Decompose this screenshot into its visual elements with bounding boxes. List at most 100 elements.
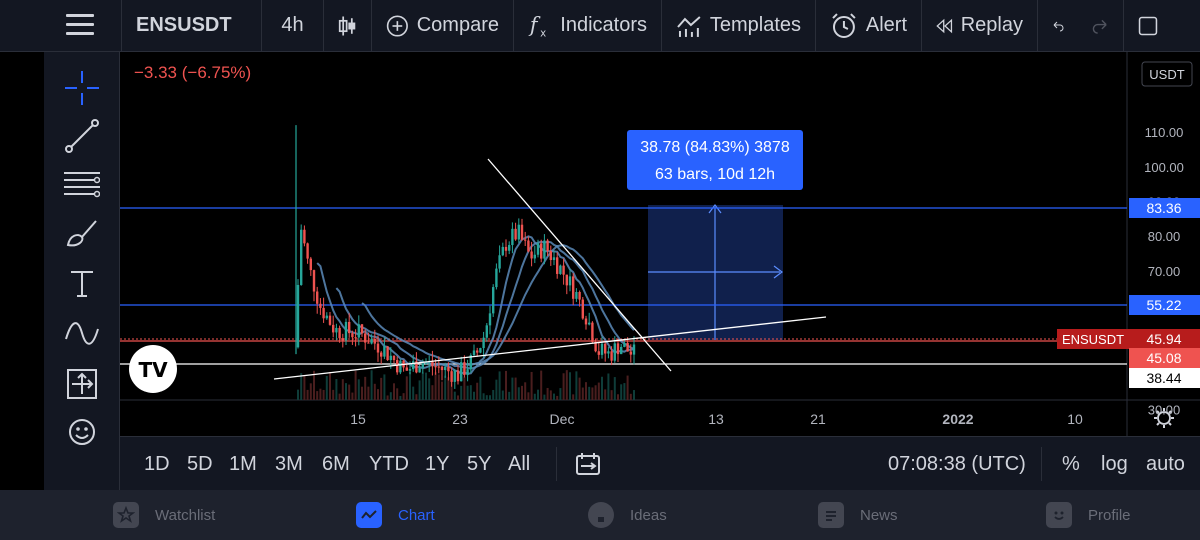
measure-text-1: 38.78 (84.83%) 3878 (640, 139, 790, 156)
measure-tool[interactable] (44, 364, 120, 404)
chart-pane[interactable]: TV −3.33 (−6.75%) 38.78 (84.83%) 3878 63… (120, 52, 1200, 436)
brush-tool[interactable] (44, 214, 120, 254)
range-1d[interactable]: 1D (144, 453, 170, 475)
volume-bar (492, 389, 495, 400)
measure-tooltip (627, 130, 803, 190)
menu-button[interactable] (0, 0, 122, 52)
volume-bar (383, 374, 386, 400)
range-ytd[interactable]: YTD (369, 453, 409, 475)
indicators-button[interactable]: f x Indicators (514, 0, 662, 52)
nav-watchlist[interactable]: Watchlist (113, 502, 215, 528)
candle-body (463, 362, 466, 376)
candle-body (620, 346, 623, 355)
compare-button[interactable]: Compare (372, 0, 514, 52)
clock-time[interactable]: 07:08:38 (UTC) (888, 453, 1026, 475)
price-change: −3.33 (−6.75%) (134, 63, 251, 82)
symbol-button[interactable]: ENSUSDT (122, 0, 262, 52)
range-5y[interactable]: 5Y (467, 453, 492, 475)
templates-button[interactable]: Templates (662, 0, 816, 52)
volume-bar (601, 376, 603, 400)
symbol-tag-text: ENSUSDT (1062, 332, 1124, 347)
emoji-tool[interactable] (44, 412, 120, 452)
volume-bar (575, 371, 578, 400)
trendline-tool[interactable] (44, 116, 120, 156)
indicators-label: Indicators (560, 14, 647, 36)
moving-average-line (335, 240, 635, 370)
volume-bar (393, 383, 395, 400)
volume-bar (444, 375, 447, 400)
range-5d[interactable]: 5D (187, 453, 213, 475)
candle-body (434, 366, 437, 368)
candle-body (472, 350, 476, 356)
alert-button[interactable]: Alert (816, 0, 922, 52)
settings-icon[interactable] (1154, 408, 1174, 428)
candle-body (588, 322, 591, 325)
candle-body (328, 315, 332, 325)
pattern-tool[interactable] (44, 314, 120, 354)
volume-bar (332, 389, 335, 400)
range-1m[interactable]: 1M (229, 453, 257, 475)
nav-ideas[interactable]: Ideas (588, 502, 667, 528)
candle-body (597, 351, 600, 355)
fullscreen-button[interactable] (1124, 0, 1172, 52)
time-scale[interactable]: 15 23 Dec 13 21 2022 10 (350, 411, 1083, 427)
chart-type-button[interactable] (324, 0, 372, 52)
volume-bar (357, 379, 360, 400)
candle-body (447, 366, 450, 372)
date-range-icon[interactable] (575, 452, 601, 476)
candle-body (383, 346, 386, 357)
volume-bar (479, 376, 482, 400)
volume-bar (431, 385, 434, 400)
volume-bar (434, 372, 437, 400)
price-label-mid (1129, 295, 1200, 315)
undo-button[interactable] (1038, 0, 1078, 52)
interval-button[interactable]: 4h (262, 0, 324, 52)
candle-body (456, 370, 460, 382)
fib-tool[interactable] (44, 164, 120, 204)
redo-button[interactable] (1078, 0, 1124, 52)
fib-retracement-icon (64, 172, 100, 198)
volume-bar (303, 375, 306, 400)
candle-body (444, 366, 447, 371)
candles-icon (338, 16, 356, 35)
crosshair-tool[interactable] (44, 68, 120, 108)
auto-toggle[interactable]: auto (1146, 453, 1185, 475)
time-tick: Dec (550, 411, 575, 427)
alarm-clock-icon (832, 12, 856, 38)
log-toggle[interactable]: log (1101, 453, 1128, 475)
replay-label: Replay (960, 14, 1023, 36)
resistance-trendline (487, 158, 672, 372)
range-3m[interactable]: 3M (275, 453, 303, 475)
percent-toggle[interactable]: % (1062, 453, 1080, 475)
currency-box[interactable] (1141, 61, 1193, 87)
volume-bar (556, 395, 559, 400)
volume-bar (345, 383, 347, 400)
candle-body (479, 348, 482, 353)
candle-body (584, 318, 588, 325)
candle-body (376, 343, 380, 353)
nav-profile[interactable]: Profile (1046, 502, 1131, 528)
text-tool[interactable] (44, 264, 120, 304)
plus-circle-icon (386, 14, 408, 37)
range-1y[interactable]: 1Y (425, 453, 450, 475)
range-all[interactable]: All (508, 453, 531, 475)
price-tick: 110.00 (1145, 125, 1184, 140)
candle-body (533, 254, 536, 259)
range-6m[interactable]: 6M (322, 453, 350, 475)
price-label-top (1129, 198, 1200, 218)
candle-body (309, 258, 312, 271)
symbol-tag (1057, 329, 1129, 349)
candle-body (540, 243, 543, 259)
volume-bar (489, 395, 491, 400)
candle-body (508, 245, 511, 251)
volume-bar (521, 385, 523, 400)
volume-bar (463, 376, 466, 400)
candle-body (536, 243, 540, 255)
nav-chart[interactable]: Chart (356, 502, 435, 528)
volume-bar (441, 381, 443, 400)
volume-bar (396, 388, 399, 400)
candle-body (559, 265, 562, 274)
replay-button[interactable]: Replay (922, 0, 1038, 52)
nav-news[interactable]: News (818, 502, 898, 528)
price-label-mid-text: 55.22 (1146, 297, 1181, 313)
